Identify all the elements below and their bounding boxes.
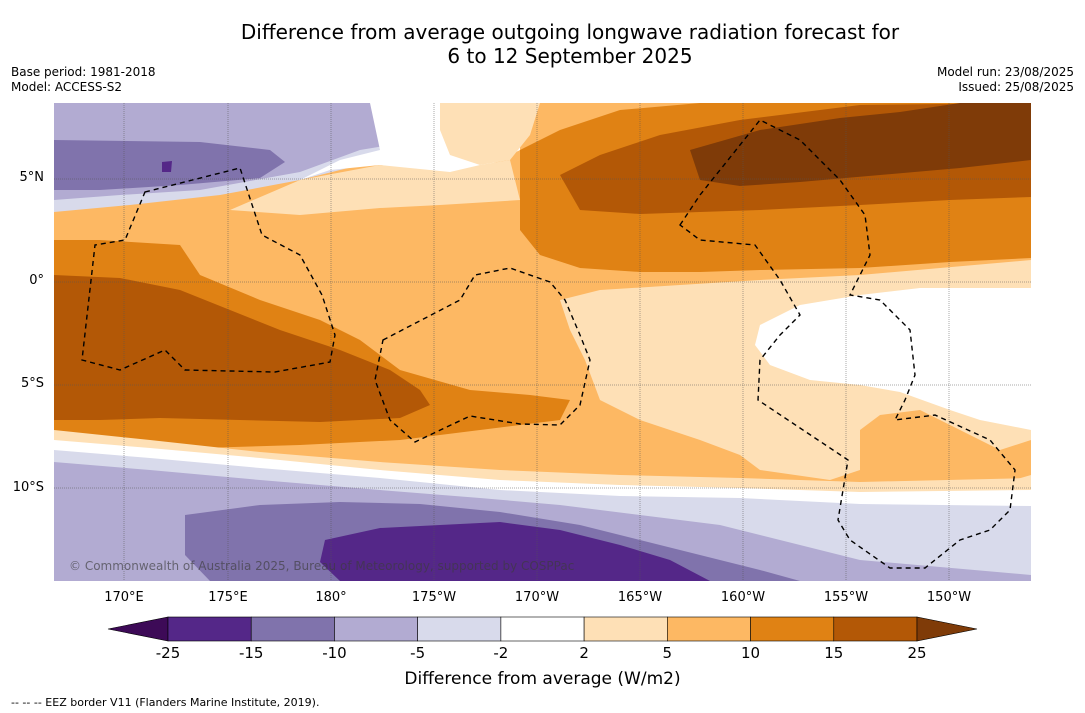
lon-label-150w: 150°W — [926, 590, 972, 605]
colorbar-tick-label: 5 — [662, 644, 673, 662]
eez-legend-note: -- -- -- EEZ border V11 (Flanders Marine… — [11, 696, 320, 709]
colorbar-tick-label: 25 — [907, 644, 927, 662]
anomaly-field — [54, 103, 1031, 581]
model-name: Model: ACCESS-S2 — [11, 80, 123, 94]
eez-borders — [81, 119, 1016, 569]
anomaly-neg25-neg15-spot — [162, 161, 172, 172]
colorbar — [107, 616, 978, 642]
colorbar-tick-label: -15 — [238, 644, 264, 662]
colorbar-tick-label: -5 — [410, 644, 426, 662]
gridlines — [54, 103, 1031, 581]
lon-label-175e: 175°E — [208, 590, 248, 605]
lon-label-175w: 175°W — [411, 590, 457, 605]
model-run: Model run: 23/08/2025 — [936, 65, 1074, 79]
anomaly-2-5-band-north — [230, 160, 520, 215]
lat-label-5n: 5°N — [19, 170, 45, 185]
colorbar-segment — [417, 616, 502, 642]
colorbar-segment — [583, 616, 668, 642]
colorbar-segment — [250, 616, 335, 642]
lon-label-170w: 170°W — [514, 590, 560, 605]
colorbar-tick-label: -25 — [155, 644, 181, 662]
lat-label-5s: 5°S — [20, 376, 44, 391]
lon-label-165w: 165°W — [617, 590, 663, 605]
colorbar-segment — [667, 616, 751, 642]
colorbar-tick-label: -10 — [322, 644, 347, 662]
colorbar-segment — [500, 616, 585, 642]
colorbar-arrow-low — [107, 616, 169, 642]
colorbar-segment — [833, 616, 918, 642]
lon-label-170e: 170°E — [104, 590, 144, 605]
meta-right: Model run: 23/08/2025 Issued: 25/08/2025 — [937, 65, 1074, 95]
eez-border-west — [81, 167, 336, 373]
title-line-2: 6 to 12 September 2025 — [447, 44, 693, 68]
eez-border-central — [374, 267, 591, 443]
issued-date: Issued: 25/08/2025 — [958, 80, 1074, 94]
colorbar-tick-label: 2 — [579, 644, 589, 662]
lon-label-155w: 155°W — [823, 590, 869, 605]
anomaly-neg25-neg15-region-south — [320, 522, 710, 581]
colorbar-segment — [167, 616, 252, 642]
copyright-credit: © Commonwealth of Australia 2025, Bureau… — [69, 559, 575, 573]
lat-label-0: 0° — [29, 273, 44, 288]
base-period: Base period: 1981-2018 — [11, 65, 156, 79]
title-line-1: Difference from average outgoing longwav… — [240, 20, 900, 44]
colorbar-arrow-high — [916, 616, 978, 642]
anomaly-2-5-region-north-central — [440, 103, 540, 165]
meta-left: Base period: 1981-2018 Model: ACCESS-S2 — [11, 65, 156, 95]
lon-label-160w: 160°W — [720, 590, 766, 605]
colorbar-tick-label: 10 — [741, 644, 761, 662]
lat-label-10s: 10°S — [12, 480, 44, 495]
map-title: Difference from average outgoing longwav… — [0, 20, 1085, 68]
anomaly-above-25-region-northeast — [690, 103, 1031, 186]
colorbar-label: Difference from average (W/m2) — [404, 669, 681, 689]
colorbar-segment — [750, 616, 835, 642]
colorbar-tick-label: 15 — [824, 644, 844, 662]
eez-border-east — [679, 119, 1016, 569]
anomaly-neg2-2-region-east — [755, 288, 1031, 430]
colorbar-segment — [334, 616, 418, 642]
colorbar-tick-label: -2 — [493, 644, 509, 662]
lon-label-180: 180° — [315, 590, 347, 605]
